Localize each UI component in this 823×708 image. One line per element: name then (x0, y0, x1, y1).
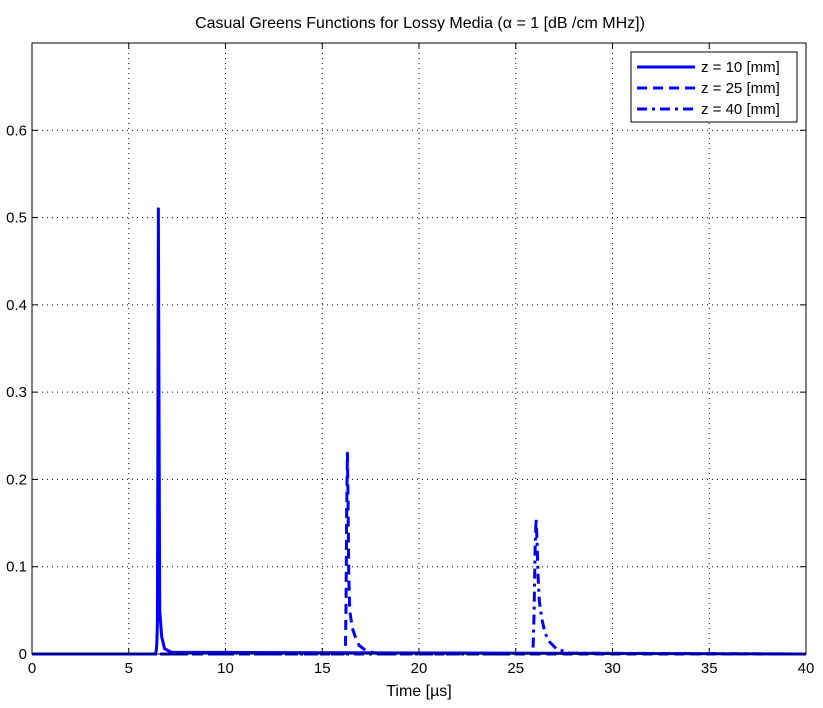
legend-label: z = 40 [mm] (701, 101, 780, 118)
legend-label: z = 10 [mm] (701, 59, 780, 76)
x-tick-label: 40 (798, 660, 815, 677)
x-tick-label: 15 (314, 660, 331, 677)
y-tick-label: 0.3 (6, 384, 27, 401)
y-tick-label: 0.1 (6, 559, 27, 576)
plot-lines (32, 207, 807, 656)
x-tick-label: 25 (507, 660, 524, 677)
legend-label: z = 25 [mm] (701, 80, 780, 97)
x-tick-label: 10 (217, 660, 234, 677)
series-line-1 (32, 207, 807, 656)
series-line-2 (32, 451, 806, 656)
series-line-3 (32, 517, 807, 656)
axis-ticks: 0 5 10 15 20 25 30 35 40 0 0.1 0.2 0.3 0.4 0.5 0.6 (6, 43, 814, 677)
x-tick-label: 35 (701, 660, 718, 677)
y-tick-label: 0.4 (6, 297, 27, 314)
grid (32, 43, 806, 654)
x-tick-label: 20 (411, 660, 428, 677)
x-axis-label: Time [µs] (386, 683, 452, 700)
y-tick-label: 0.6 (6, 122, 27, 139)
y-tick-label: 0.2 (6, 471, 27, 488)
y-tick-label: 0.5 (6, 210, 27, 227)
x-tick-label: 5 (125, 660, 133, 677)
y-tick-label: 0 (19, 646, 27, 663)
x-tick-label: 30 (604, 660, 621, 677)
chart-title: Casual Greens Functions for Lossy Media … (195, 15, 645, 32)
x-tick-label: 0 (28, 660, 36, 677)
legend: z = 10 [mm] z = 25 [mm] z = 40 [mm] (630, 51, 798, 123)
